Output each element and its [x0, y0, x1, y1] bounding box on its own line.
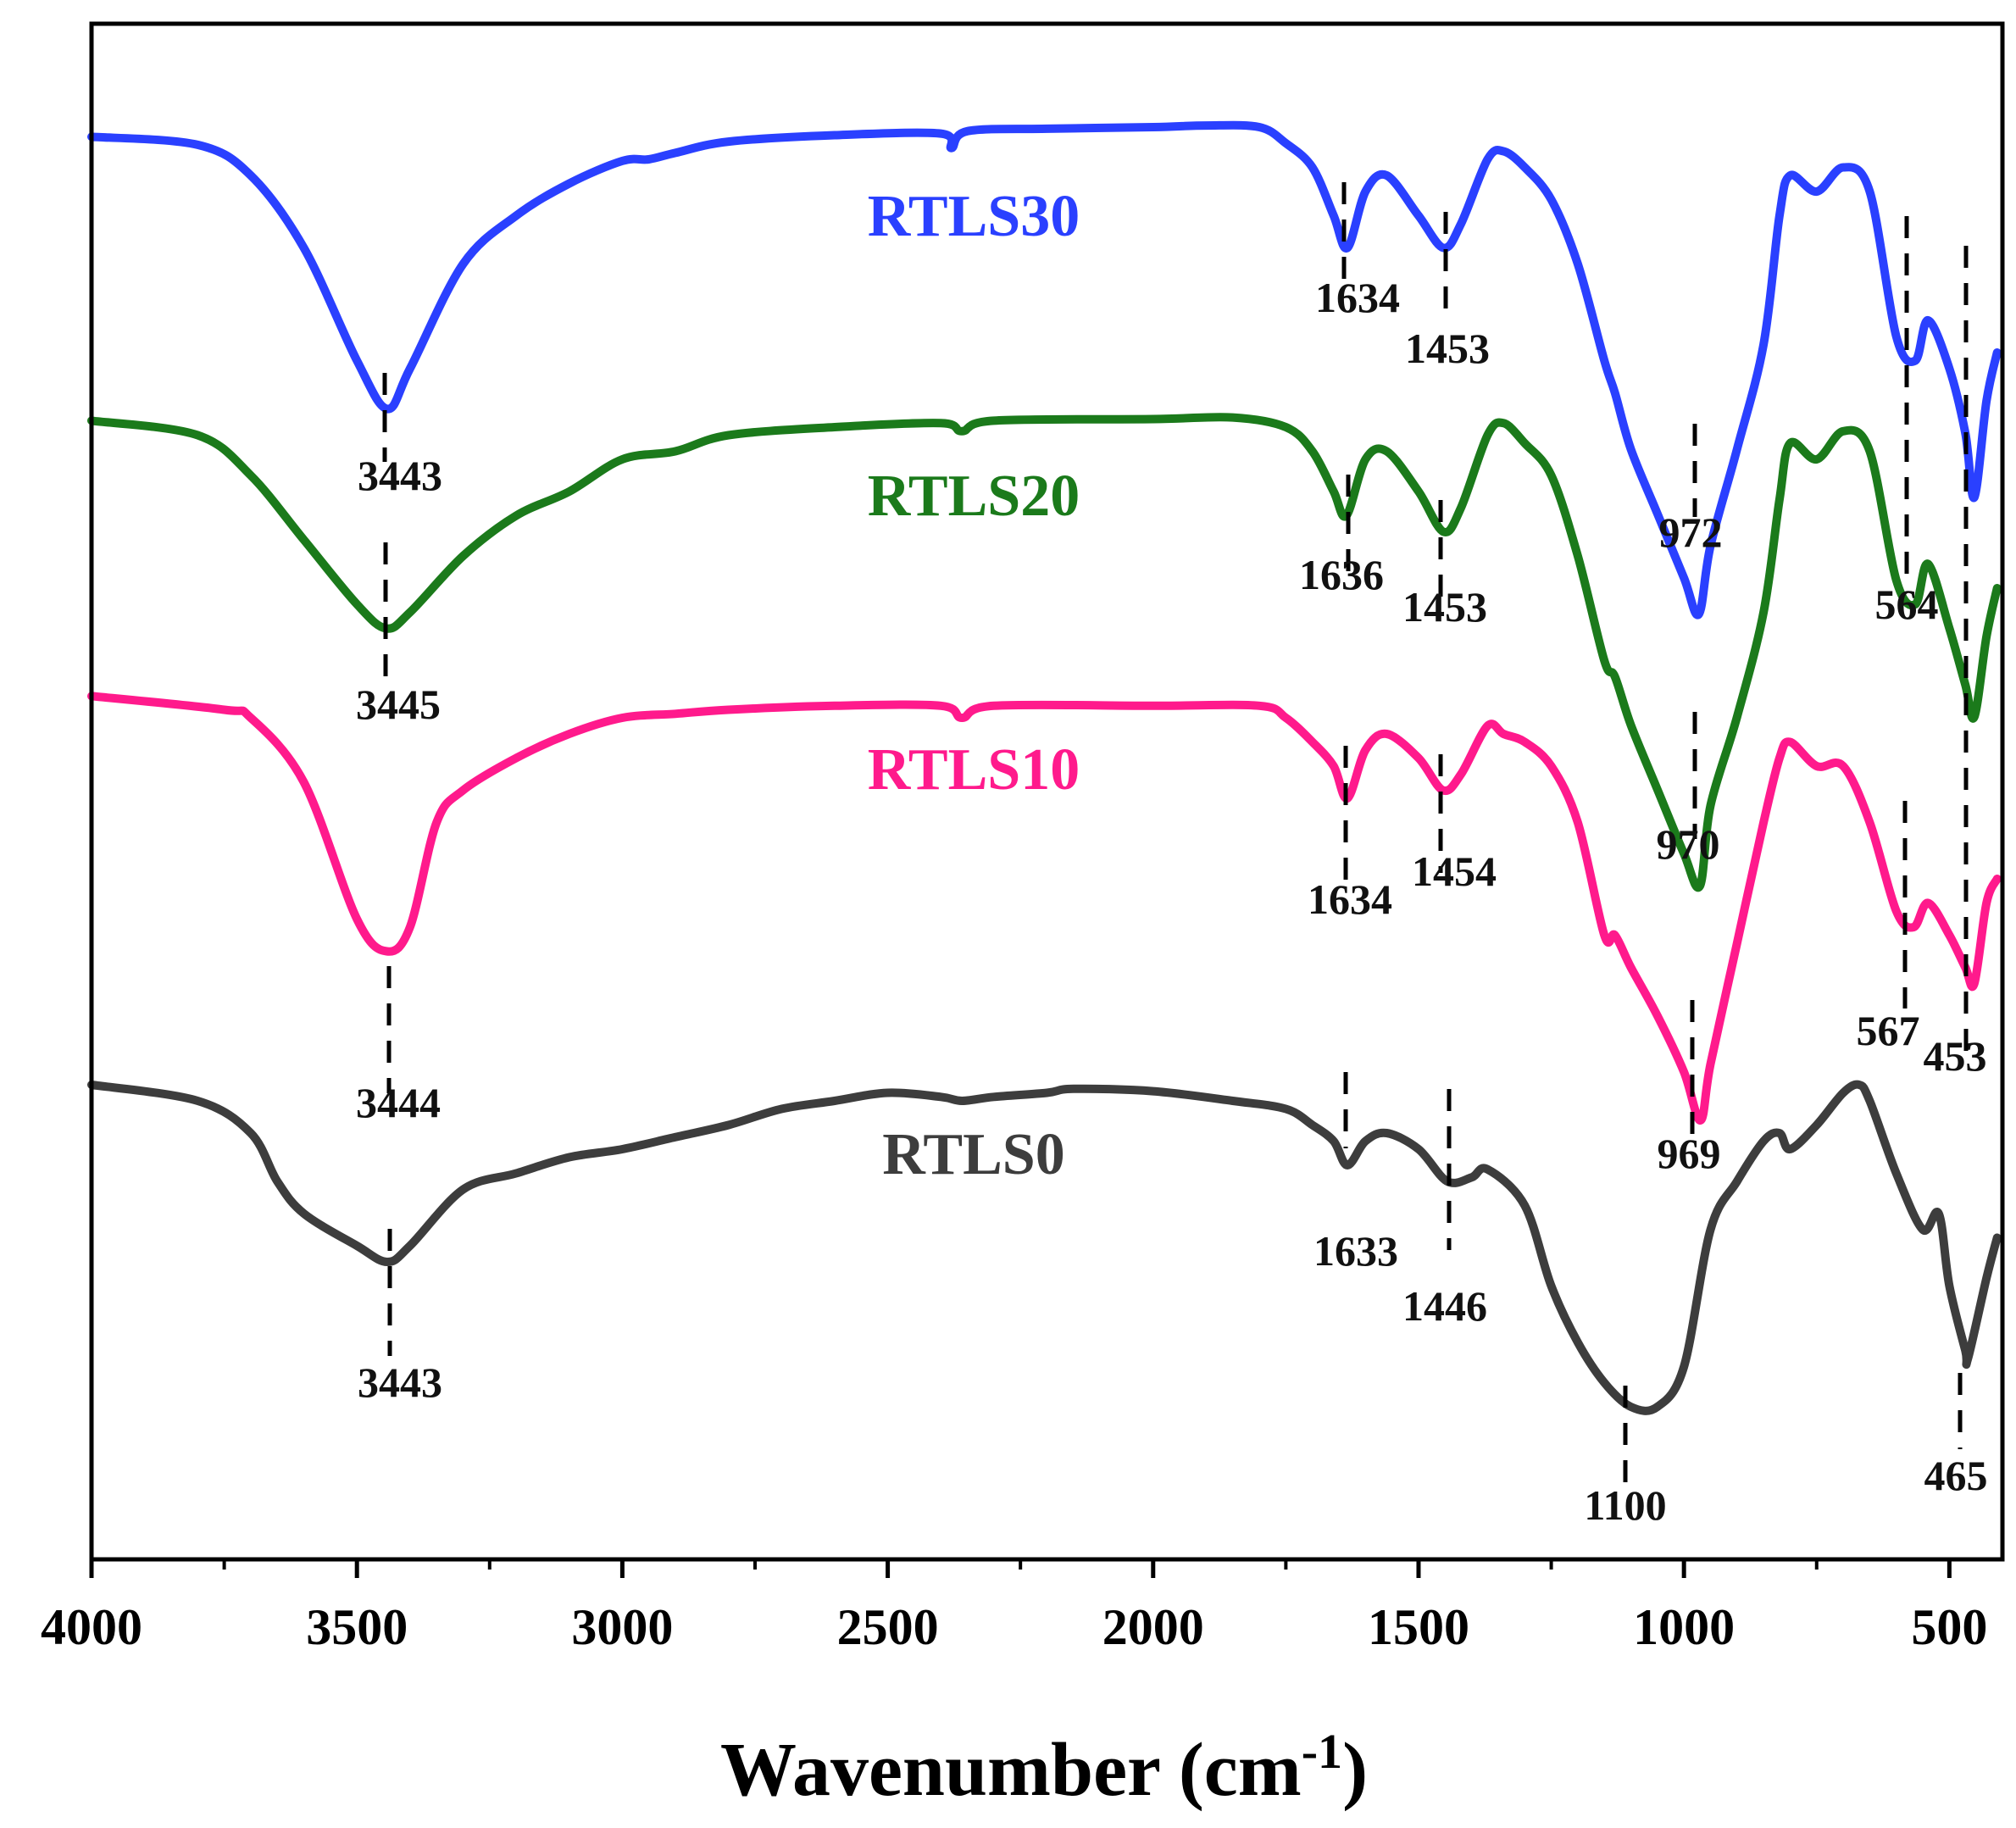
peak-label-rtls0-3443: 3443	[358, 1358, 442, 1406]
peak-label-rtls20-3445: 3445	[356, 681, 441, 728]
x-axis-title: Wavenumber (cm-1)	[720, 1724, 1368, 1813]
x-tick-label: 4000	[41, 1599, 142, 1655]
peak-label-rtls30-972: 972	[1659, 508, 1723, 556]
peak-label-rtls0-465: 465	[1924, 1452, 1988, 1499]
x-tick-label: 2000	[1102, 1599, 1204, 1655]
peak-label-rtls20-1636: 1636	[1299, 551, 1384, 598]
x-tick-label: 1000	[1633, 1599, 1735, 1655]
series-label-rtls10: RTLS10	[868, 737, 1080, 803]
peak-label-rtls20-564: 564	[1875, 581, 1939, 628]
series-label-rtls30: RTLS30	[868, 184, 1080, 249]
peak-label-rtls10-1634: 1634	[1308, 875, 1392, 923]
curve-rtls30	[87, 120, 2002, 620]
x-tick-label: 1500	[1368, 1599, 1469, 1655]
peak-label-rtls10-1454: 1454	[1412, 847, 1497, 895]
curve-rtls10	[87, 692, 2002, 1125]
x-tick-label: 3500	[306, 1599, 408, 1655]
x-axis-title-main: Wavenumber (cm	[720, 1728, 1302, 1812]
peak-label-rtls20-970: 970	[1657, 820, 1720, 868]
peak-labels: 3443 1634 1453 972 3445 1636 1453 970 56…	[356, 274, 1988, 1529]
peak-marker-lines	[382, 182, 1969, 1483]
peak-label-rtls20-1453: 1453	[1402, 583, 1487, 631]
x-axis-ticks: 4000 3500 3000 2500 2000 1500 1000 500	[41, 1559, 1987, 1655]
x-axis-title-superscript: -1	[1302, 1724, 1342, 1779]
plot-frame	[89, 21, 2005, 1562]
curve-rtls20	[87, 413, 2002, 892]
peak-label-rtls10-3444: 3444	[356, 1079, 441, 1126]
peak-label-rtls10-969: 969	[1658, 1130, 1721, 1177]
x-tick-label: 3000	[571, 1599, 673, 1655]
series-label-rtls0: RTLS0	[882, 1122, 1064, 1187]
series-label-rtls20: RTLS20	[868, 464, 1080, 529]
x-tick-label: 2500	[837, 1599, 939, 1655]
spectrum-curves	[87, 120, 2002, 1415]
curve-rtls0	[87, 1080, 2002, 1415]
peak-label-rtls10-567: 567	[1857, 1007, 1920, 1054]
series-labels: RTLS30 RTLS20 RTLS10 RTLS0	[868, 184, 1080, 1187]
peak-label-rtls30-1634: 1634	[1315, 274, 1400, 321]
x-axis-title-close: )	[1342, 1728, 1368, 1812]
peak-label-rtls0-1633: 1633	[1313, 1227, 1398, 1275]
peak-label-rtls30-1453: 1453	[1405, 325, 1490, 372]
peak-label-rtls10-453: 453	[1924, 1032, 1987, 1080]
peak-label-rtls30-3443: 3443	[358, 452, 442, 499]
peak-label-rtls0-1100: 1100	[1584, 1481, 1666, 1529]
x-tick-label: 500	[1911, 1599, 1987, 1655]
peak-label-rtls0-1446: 1446	[1402, 1282, 1487, 1330]
